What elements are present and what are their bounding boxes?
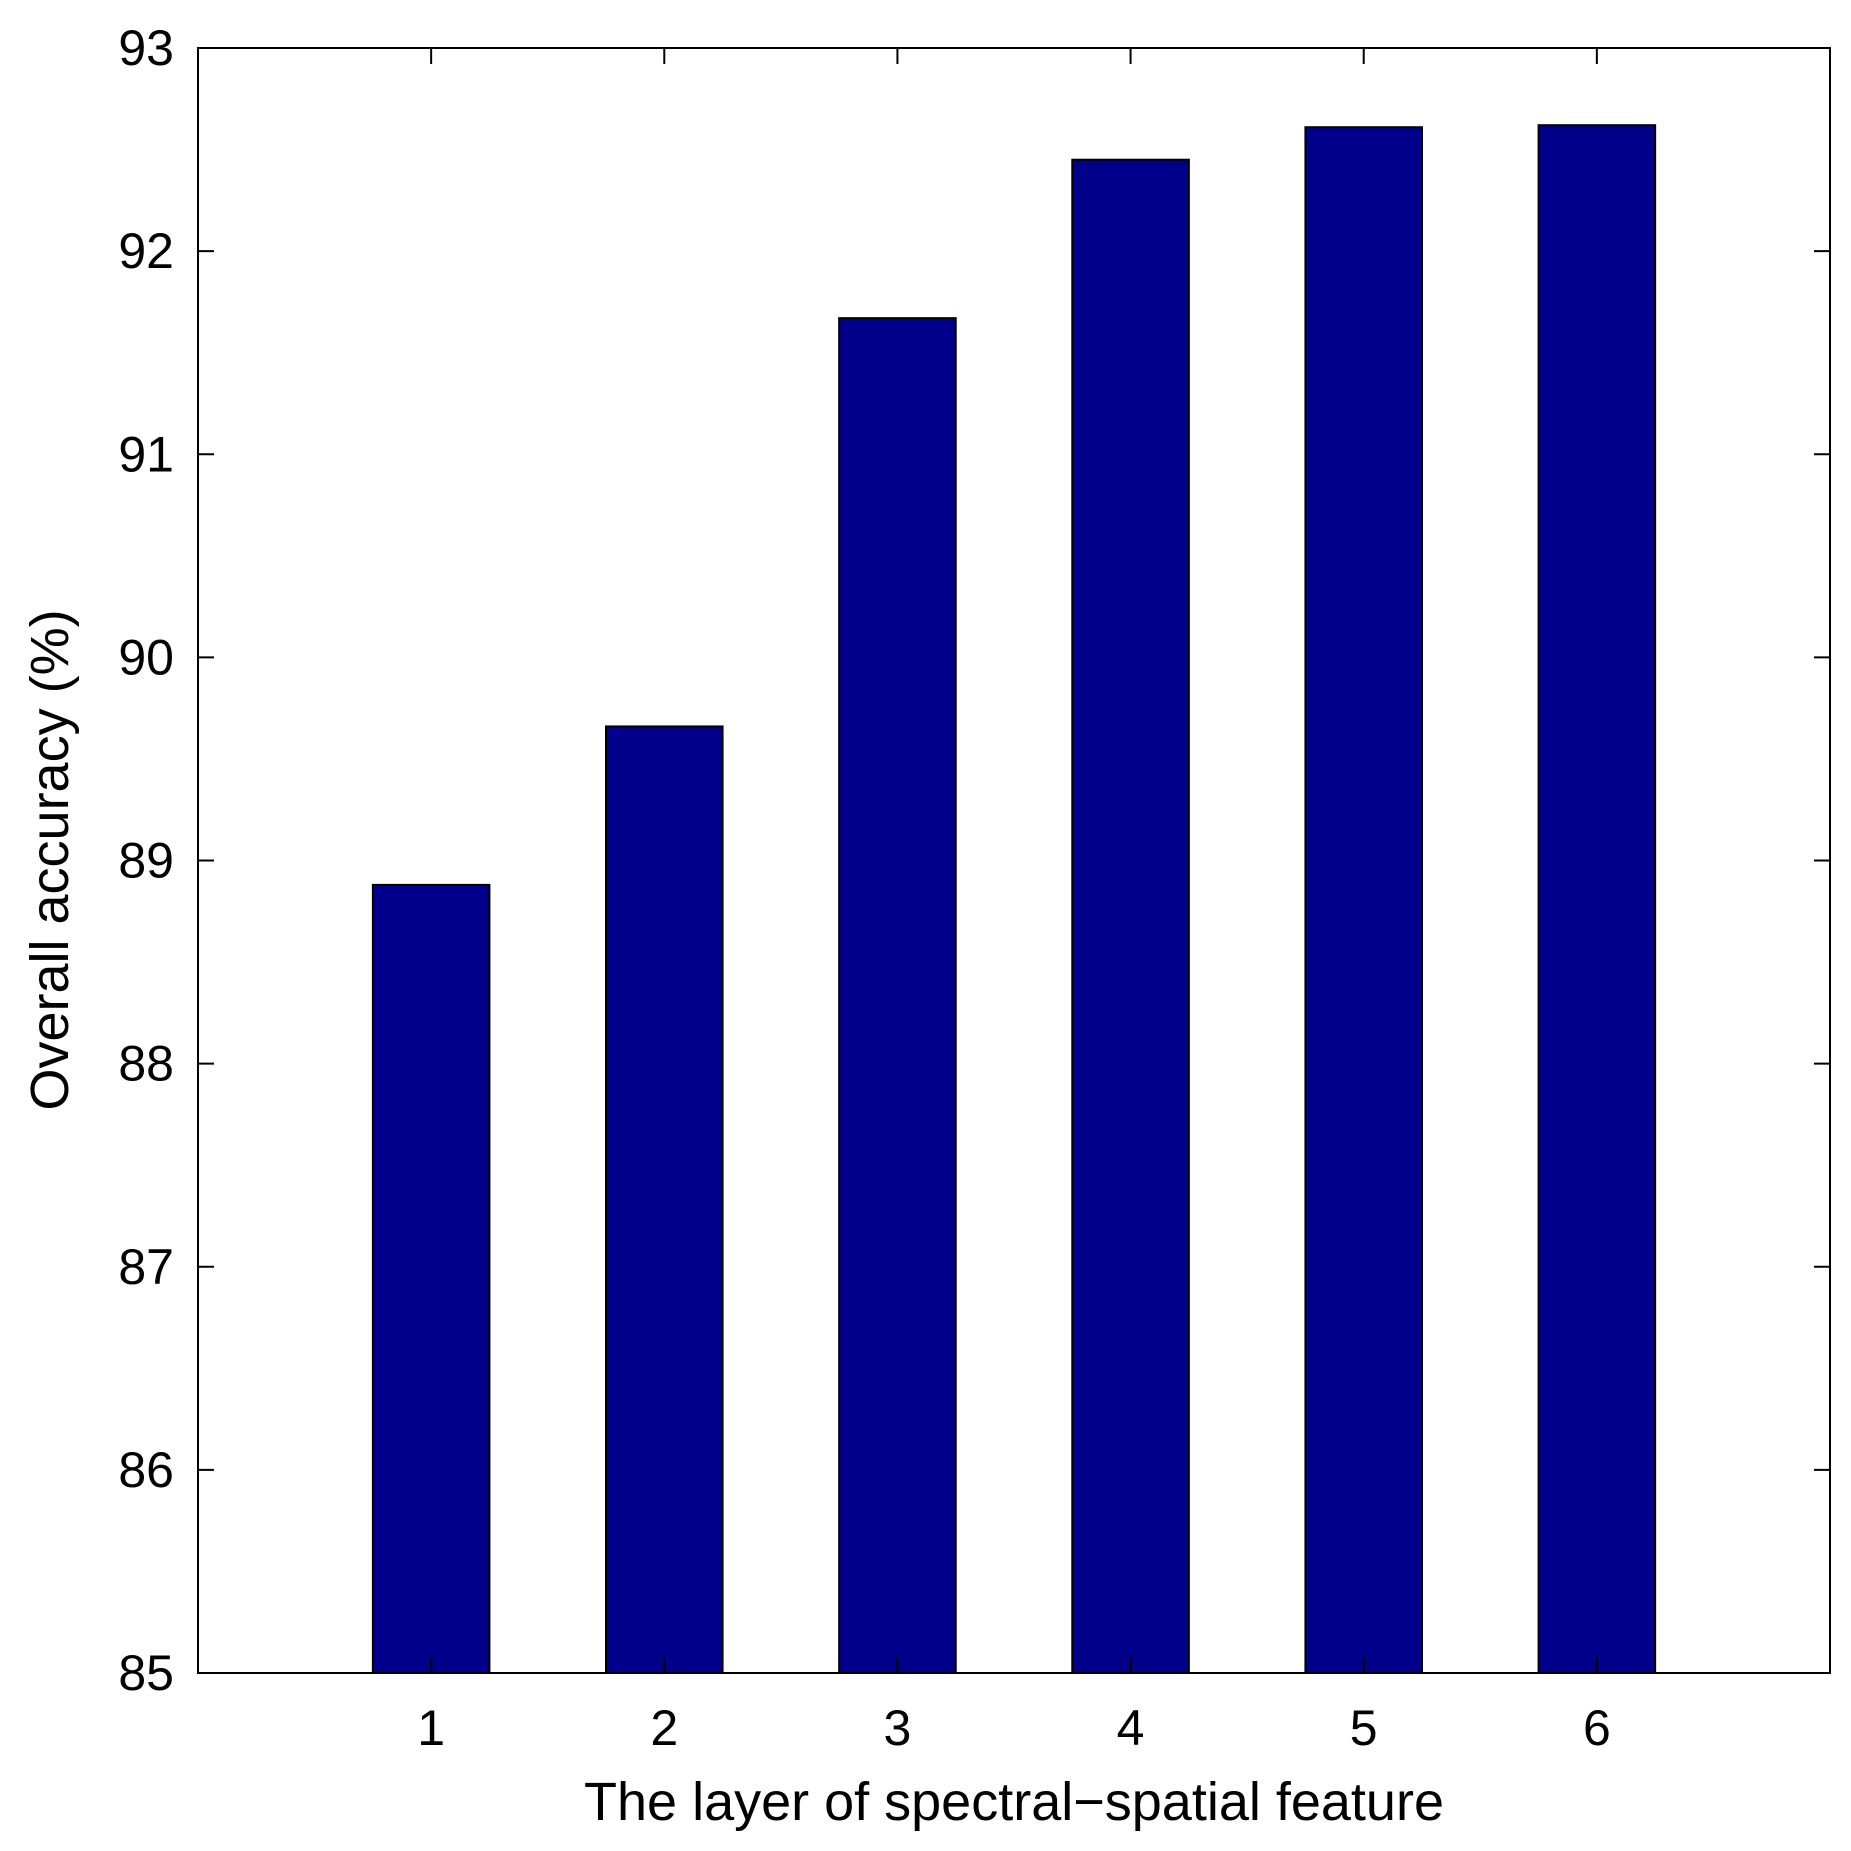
bar-2	[605, 725, 724, 1674]
x-axis-label: The layer of spectral−spatial feature	[584, 1772, 1444, 1832]
y-tick-label: 87	[118, 1239, 174, 1295]
plot-frame	[197, 47, 1831, 1674]
y-tick-label: 86	[118, 1442, 174, 1498]
y-tick-label: 90	[118, 629, 174, 685]
y-axis-label: Overall accuracy (%)	[20, 609, 80, 1110]
bar-5	[1304, 126, 1424, 1674]
x-tick-label: 4	[1117, 1700, 1145, 1756]
ticks-layer: 85 86 87 88 89 90 91 92 93 1 2 3 4 5 6	[118, 20, 1830, 1756]
bar-3	[838, 317, 957, 1674]
x-tick-label: 3	[884, 1700, 912, 1756]
y-tick-label: 89	[118, 833, 174, 889]
x-tick-label: 2	[650, 1700, 678, 1756]
x-tick-label: 6	[1583, 1700, 1611, 1756]
bar-1	[371, 883, 491, 1674]
y-tick-label: 88	[118, 1036, 174, 1092]
y-tick-label: 92	[118, 223, 174, 279]
x-tick-label: 1	[417, 1700, 445, 1756]
x-tick-label: 5	[1350, 1700, 1378, 1756]
y-tick-label: 93	[118, 20, 174, 76]
bar-4	[1071, 158, 1190, 1674]
y-tick-label: 85	[118, 1645, 174, 1701]
bar-6	[1537, 124, 1657, 1674]
y-tick-label: 91	[118, 426, 174, 482]
bars-layer	[371, 124, 1657, 1674]
